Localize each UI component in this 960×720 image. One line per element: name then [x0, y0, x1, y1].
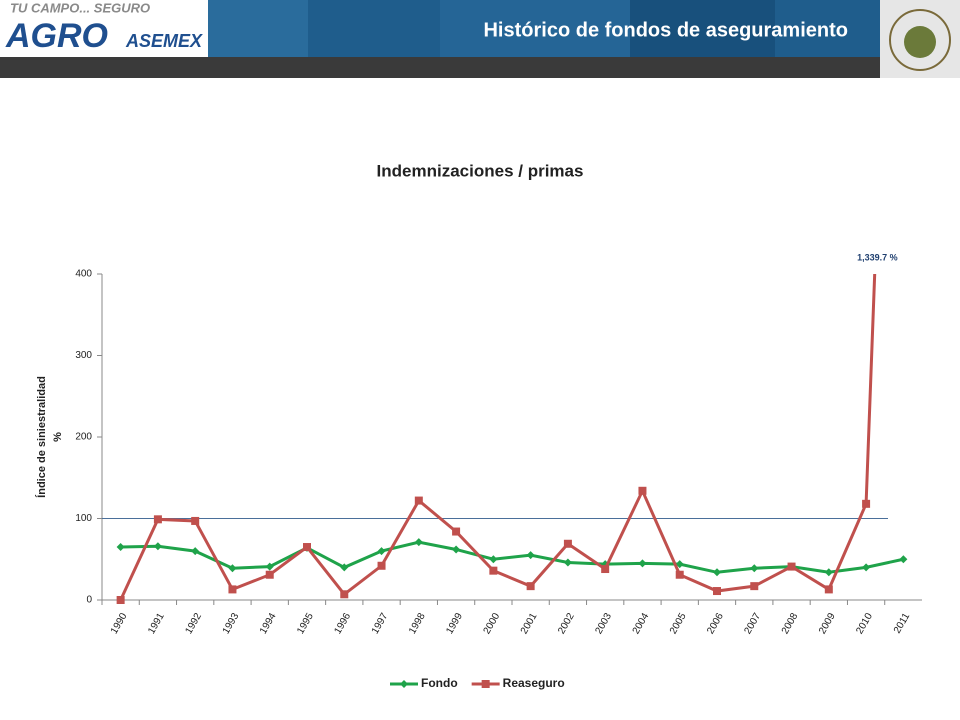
seal [889, 9, 951, 71]
point [191, 547, 200, 556]
plot-area [116, 274, 908, 604]
seal-emblem [904, 26, 936, 58]
x-tick-label: 2010 [854, 611, 875, 636]
x-tick-label: 1995 [295, 611, 316, 636]
x-tick-label: 1999 [444, 611, 465, 636]
point [153, 542, 162, 551]
point [191, 516, 200, 525]
point [713, 587, 721, 596]
point [638, 559, 647, 568]
header-segment [440, 0, 630, 57]
y-tick-label: 200 [75, 432, 92, 443]
point [862, 563, 871, 572]
point [713, 568, 721, 577]
point [563, 558, 572, 567]
x-tick-label: 1994 [258, 611, 279, 636]
x-tick-label: 1992 [183, 611, 204, 636]
tagline: TU CAMPO... SEGURO [10, 0, 150, 15]
header-segment [630, 0, 775, 57]
point [638, 486, 647, 495]
series-line [120, 540, 904, 574]
x-tick-label: 2000 [482, 611, 503, 636]
x-tick-label: 1998 [407, 611, 428, 636]
point [526, 551, 535, 560]
y-tick-label: 300 [75, 350, 92, 361]
point [303, 543, 311, 552]
x-tick-label: 1996 [333, 611, 354, 636]
point [340, 590, 349, 599]
x-tick-label: 2004 [631, 611, 652, 636]
point [526, 582, 535, 591]
point [750, 564, 759, 573]
legend-label: Reaseguro [503, 676, 565, 690]
x-tick-label: 2005 [668, 611, 689, 636]
point [452, 527, 461, 536]
point [489, 555, 498, 564]
point [228, 564, 237, 573]
point [563, 539, 572, 548]
point [153, 515, 162, 524]
y-axis-label: Índice de siniestralidad [35, 376, 48, 498]
x-tick-label: 2011 [892, 611, 912, 636]
x-tick-label: 2007 [743, 611, 764, 636]
point [340, 563, 349, 572]
data-label: 1,339.7 % [857, 252, 898, 262]
slide-title: Histórico de fondos de aseguramiento [483, 19, 848, 41]
series-line [119, 274, 877, 601]
point [750, 582, 759, 591]
point [414, 496, 423, 505]
point [377, 547, 386, 556]
y-tick-label: 0 [86, 595, 92, 606]
point [675, 570, 684, 579]
point [489, 566, 498, 575]
point [481, 680, 490, 688]
point [228, 585, 237, 594]
point [265, 562, 274, 571]
point [116, 543, 125, 552]
chart-title: Indemnizaciones / primas [377, 161, 584, 180]
x-tick-label: 2003 [593, 611, 614, 636]
y-tick-label: 100 [75, 513, 92, 524]
x-tick-label: 2006 [705, 611, 726, 636]
point [116, 596, 125, 604]
x-tick-label: 2008 [780, 611, 801, 636]
x-tick-label: 2002 [556, 611, 577, 636]
point [601, 565, 610, 574]
header-strip [0, 57, 880, 78]
x-tick-label: 2001 [519, 611, 540, 636]
logo-main: AGRO [5, 17, 108, 55]
point [787, 562, 796, 571]
x-tick-label: 1990 [109, 611, 130, 636]
x-tick-label: 1991 [146, 611, 167, 636]
point [452, 545, 461, 554]
point [675, 560, 684, 569]
point [824, 568, 833, 577]
point [862, 499, 871, 508]
point [377, 561, 386, 570]
logo-sub: ASEMEX [125, 31, 203, 51]
x-tick-label: 1993 [221, 611, 242, 636]
legend-label: Fondo [421, 676, 458, 690]
y-tick-label: 400 [75, 269, 92, 280]
x-tick-label: 2009 [817, 611, 838, 636]
y-axis-label: % [52, 432, 64, 442]
header-segment [208, 0, 308, 57]
point [414, 538, 423, 547]
point [265, 570, 274, 579]
x-tick-label: 1997 [370, 611, 391, 636]
point [400, 680, 408, 688]
point [824, 585, 833, 594]
point [899, 555, 908, 564]
